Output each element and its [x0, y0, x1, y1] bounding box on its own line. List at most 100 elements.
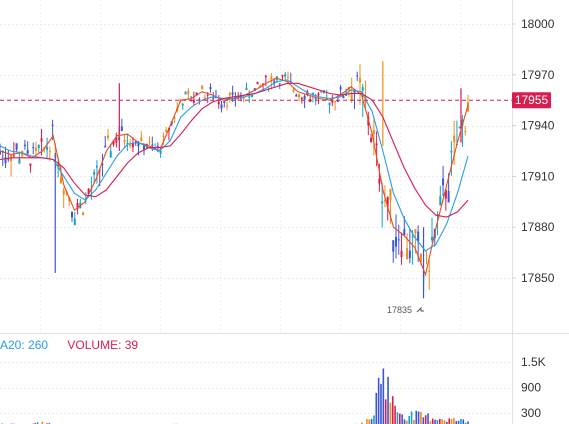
candle-body	[84, 197, 87, 199]
candle-body	[162, 136, 165, 138]
candle-body	[143, 145, 145, 150]
candle-body	[372, 129, 375, 135]
candle-body	[82, 212, 85, 216]
volume-bar	[424, 415, 427, 424]
candle-body	[383, 199, 386, 202]
candle-body	[192, 99, 195, 103]
candle-body	[87, 188, 90, 194]
candle-body	[23, 144, 26, 147]
candle-body	[26, 150, 29, 154]
candle-body	[262, 83, 265, 86]
volume-bar	[464, 422, 467, 424]
volume-bar	[422, 417, 425, 424]
candle-body	[444, 189, 447, 199]
candle-body	[101, 163, 104, 165]
candle-body	[320, 91, 323, 93]
candle-body	[40, 138, 43, 142]
candle-body	[408, 250, 411, 259]
candle-body	[46, 146, 49, 150]
volume-bar	[467, 421, 469, 424]
volume-bar	[420, 411, 422, 424]
candle-body	[1, 150, 4, 152]
candle-body	[228, 93, 231, 96]
volume-bar	[401, 414, 403, 424]
low-marker-label: 17835	[387, 305, 412, 315]
volume-bar	[373, 415, 375, 424]
moving-average-line	[0, 82, 469, 218]
candle-body	[303, 95, 306, 100]
candle-body	[159, 150, 162, 155]
volume-bar	[441, 419, 443, 424]
candle-body	[187, 90, 190, 95]
candle-body	[350, 92, 353, 101]
candle-body	[336, 100, 339, 102]
y-axis-tick-label: 17880	[521, 220, 555, 234]
candle-body	[181, 104, 184, 106]
candle-body	[359, 77, 361, 83]
candle-body	[414, 229, 417, 234]
candle-body	[259, 85, 262, 87]
candle-body	[206, 94, 209, 96]
candles	[0, 61, 469, 299]
volume-bar	[448, 418, 450, 424]
volume-bar	[438, 418, 441, 424]
candle-body	[419, 253, 422, 263]
candle-body	[140, 137, 143, 141]
candle-body	[281, 74, 284, 77]
candle-body	[73, 218, 76, 226]
candle-body	[453, 135, 456, 143]
volume-bar	[384, 399, 387, 424]
volume-legend: A20: 260 VOLUME: 39	[0, 338, 154, 352]
candle-body	[334, 100, 337, 103]
y-axis-tick-label: 17910	[521, 169, 555, 183]
volume-bar	[457, 420, 460, 424]
candle-body	[137, 142, 140, 147]
candle-body	[245, 87, 248, 90]
candle-body	[442, 178, 445, 186]
candle-body	[461, 119, 464, 126]
candle-body	[439, 196, 442, 206]
candle-body	[436, 214, 439, 216]
volume-bar	[429, 421, 432, 424]
candle-body	[378, 178, 381, 184]
candle-body	[464, 131, 467, 133]
candle-body	[123, 139, 126, 143]
candle-body	[270, 76, 273, 80]
candle-body	[62, 190, 65, 195]
candle-body	[397, 239, 400, 241]
candle-body	[195, 92, 198, 96]
candle-body	[314, 97, 317, 100]
candle-body	[287, 77, 289, 79]
volume-bar	[460, 418, 462, 424]
candle-body	[173, 117, 176, 119]
candle-body	[361, 87, 364, 91]
volume-bar	[394, 405, 396, 424]
volume-y-axis: 1.5K 900 300	[521, 355, 546, 420]
volume-bar	[391, 396, 394, 424]
candle-body	[400, 250, 403, 257]
low-marker: 17835	[387, 305, 424, 315]
candle-body	[151, 144, 154, 147]
candle-body	[37, 144, 40, 149]
volume-bar	[389, 402, 392, 424]
current-price-tag: 17955	[512, 92, 551, 109]
volume-bar	[434, 419, 436, 424]
candle-body	[95, 165, 98, 168]
volume-bar	[446, 421, 448, 424]
candle-body	[370, 137, 373, 143]
volume-axis-tick-label: 900	[521, 381, 541, 395]
candle-body	[209, 87, 212, 90]
candle-body	[156, 145, 159, 147]
candle-body	[428, 270, 431, 272]
candle-body	[264, 75, 267, 78]
legend-volume: VOLUME: 39	[67, 338, 139, 352]
candle-body	[223, 101, 226, 103]
candle-body	[284, 74, 287, 77]
volume-bar	[366, 419, 368, 424]
candle-body	[417, 231, 420, 242]
candle-body	[57, 164, 60, 167]
volume-bar	[368, 419, 371, 424]
candle-body	[256, 81, 259, 85]
candle-body	[425, 251, 428, 253]
candle-body	[292, 89, 295, 92]
